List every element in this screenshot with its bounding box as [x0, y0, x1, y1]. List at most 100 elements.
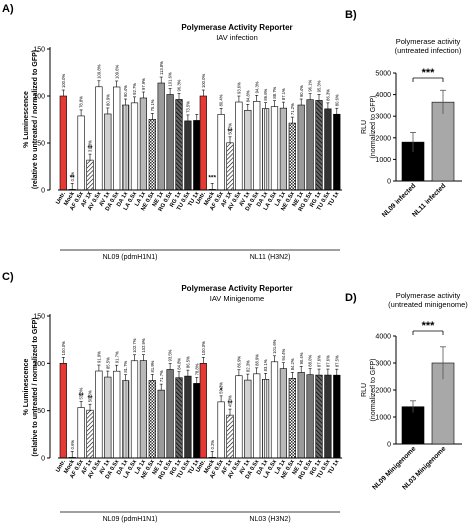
bar — [226, 414, 234, 459]
y-tick-label: 100 — [33, 94, 45, 101]
bar — [306, 99, 314, 191]
data-label: 85.5% — [105, 357, 110, 369]
data-label: 100.0% — [201, 74, 206, 88]
y-tick-label: 100 — [33, 361, 45, 368]
y-tick-label: 0 — [387, 442, 391, 449]
panel-title: Polymerase Activity Reporter — [181, 284, 292, 293]
y-tick-label: 0 — [41, 456, 45, 463]
data-label: 80.4% — [219, 94, 224, 106]
data-label: 109.8% — [97, 64, 102, 78]
significance-stars: * — [220, 387, 223, 394]
bar — [217, 401, 225, 459]
bar — [86, 409, 94, 459]
y-axis-label: RLU — [361, 383, 368, 397]
panel-subtitle: (untreated infection) — [395, 46, 462, 55]
bar — [270, 106, 279, 191]
bar — [324, 374, 332, 459]
bar — [77, 407, 85, 459]
data-label: 59.3% — [219, 382, 224, 394]
data-label: 96.1% — [308, 80, 313, 92]
panel-title: Polymerase activity — [396, 291, 461, 300]
data-label: 88.9% — [254, 354, 259, 366]
category-label: Untr. — [55, 191, 67, 206]
group-label: NL09 (pdmH1N1) — [103, 516, 158, 523]
group-label: NL11 (H3N2) — [250, 254, 291, 261]
data-label: 75.1% — [150, 99, 155, 111]
data-label: 0.6% — [70, 440, 75, 450]
bar — [226, 142, 234, 191]
bar — [95, 86, 103, 191]
group-label: NL03 (H3N2) — [249, 516, 290, 523]
bar — [139, 97, 148, 191]
y-axis-label-2: (normalized to GFP) — [370, 358, 377, 421]
bar — [86, 159, 94, 191]
data-label: 82.3% — [245, 360, 250, 372]
panel-d-chart: D) Polymerase activity(untreated minigeno… — [345, 291, 468, 492]
data-label: 0.2% — [70, 172, 75, 182]
category-label: Untr. — [195, 459, 207, 474]
significance-stars: ** — [227, 128, 233, 135]
y-tick-label: 1000 — [375, 415, 391, 422]
data-label: 86.5% — [186, 356, 191, 368]
data-label: 87.5% — [334, 355, 339, 367]
data-label: 84.8% — [245, 90, 250, 102]
data-label: 87.6% — [326, 355, 331, 367]
bar — [113, 86, 121, 191]
y-tick-label: 4000 — [375, 92, 391, 99]
bar — [113, 370, 121, 459]
panel-subtitle: IAV Minigenome — [210, 294, 264, 303]
bar — [95, 370, 103, 459]
data-label: 84.2% — [290, 358, 295, 370]
data-label: 78.8% — [79, 96, 84, 108]
data-label: 101.6% — [272, 339, 277, 353]
bar — [199, 95, 207, 191]
bar — [193, 120, 201, 191]
bar — [148, 119, 156, 191]
bar — [270, 361, 279, 459]
data-label: 90.4% — [299, 352, 304, 364]
data-label: 73.5% — [186, 101, 191, 113]
bar — [122, 380, 130, 459]
bar — [175, 99, 183, 191]
y-tick-label: 3000 — [375, 361, 391, 368]
bar — [130, 360, 139, 459]
bar — [175, 377, 183, 459]
bar — [253, 373, 261, 459]
panel-letter: B) — [345, 9, 357, 21]
data-label: 80.6% — [334, 94, 339, 106]
bar — [235, 101, 243, 191]
bar — [261, 108, 270, 191]
bar — [59, 363, 67, 459]
bar — [333, 113, 341, 191]
significance-stars: ** — [87, 145, 93, 152]
data-label: 102.7% — [132, 338, 137, 352]
data-label: 100.0% — [201, 341, 206, 355]
significance-stars: ** — [70, 174, 76, 181]
bar — [333, 374, 341, 459]
data-label: 93.5% — [168, 349, 173, 361]
bar — [244, 109, 252, 191]
data-label: 87.1% — [281, 88, 286, 100]
data-label: 109.6% — [114, 64, 119, 78]
data-label: 0.2% — [210, 440, 215, 450]
significance-stars: ** — [79, 393, 85, 400]
significance-stars: *** — [422, 67, 436, 79]
data-label: 84.8% — [177, 358, 182, 370]
bar — [166, 94, 174, 191]
y-tick-label: 150 — [33, 314, 45, 321]
data-label: 53.3% — [79, 387, 84, 399]
data-label: 93.6% — [237, 82, 242, 94]
panel-letter: A) — [2, 3, 14, 15]
data-label: 87.6% — [317, 355, 322, 367]
bar — [235, 375, 243, 459]
bar — [104, 376, 112, 459]
significance-stars: ** — [87, 395, 93, 402]
significance-stars: *** — [208, 174, 216, 181]
data-label: 31.8% — [88, 140, 93, 152]
data-label: 86.3% — [326, 89, 331, 101]
bar — [130, 102, 139, 191]
data-label: 88.0% — [308, 355, 313, 367]
bar — [297, 104, 305, 191]
y-axis-label: % Luminescence — [23, 358, 30, 415]
